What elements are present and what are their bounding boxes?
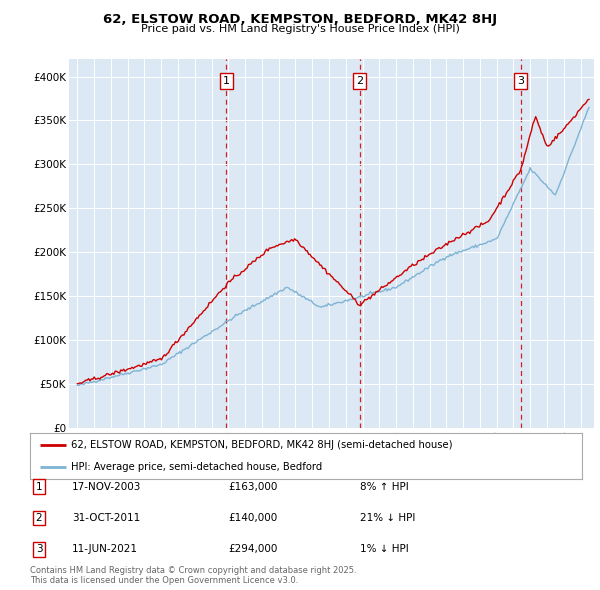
Text: Price paid vs. HM Land Registry's House Price Index (HPI): Price paid vs. HM Land Registry's House …	[140, 24, 460, 34]
Text: 3: 3	[35, 545, 43, 554]
Text: 62, ELSTOW ROAD, KEMPSTON, BEDFORD, MK42 8HJ (semi-detached house): 62, ELSTOW ROAD, KEMPSTON, BEDFORD, MK42…	[71, 441, 453, 451]
Text: 3: 3	[517, 76, 524, 86]
Text: 1: 1	[223, 76, 230, 86]
Text: 62, ELSTOW ROAD, KEMPSTON, BEDFORD, MK42 8HJ: 62, ELSTOW ROAD, KEMPSTON, BEDFORD, MK42…	[103, 13, 497, 26]
Text: £163,000: £163,000	[228, 482, 277, 491]
Text: 1% ↓ HPI: 1% ↓ HPI	[360, 545, 409, 554]
Text: HPI: Average price, semi-detached house, Bedford: HPI: Average price, semi-detached house,…	[71, 461, 323, 471]
Text: 2: 2	[356, 76, 363, 86]
Text: 8% ↑ HPI: 8% ↑ HPI	[360, 482, 409, 491]
Text: £140,000: £140,000	[228, 513, 277, 523]
Text: £294,000: £294,000	[228, 545, 277, 554]
Text: 1: 1	[35, 482, 43, 491]
Text: 17-NOV-2003: 17-NOV-2003	[72, 482, 142, 491]
Text: 11-JUN-2021: 11-JUN-2021	[72, 545, 138, 554]
Text: 2: 2	[35, 513, 43, 523]
Text: 31-OCT-2011: 31-OCT-2011	[72, 513, 140, 523]
Text: 21% ↓ HPI: 21% ↓ HPI	[360, 513, 415, 523]
Text: Contains HM Land Registry data © Crown copyright and database right 2025.
This d: Contains HM Land Registry data © Crown c…	[30, 566, 356, 585]
